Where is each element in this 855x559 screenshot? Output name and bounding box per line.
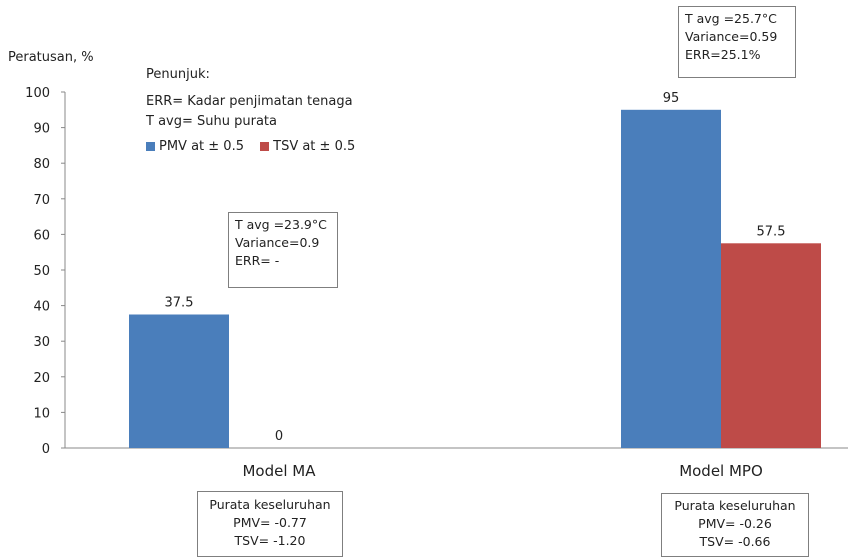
- legend: PMV at ± 0.5 TSV at ± 0.5: [146, 138, 367, 156]
- annotation-box-ma: T avg =23.9°C Variance=0.9 ERR= -: [228, 212, 338, 288]
- key-line-tavg: T avg= Suhu purata: [146, 114, 277, 129]
- mpo-summary-tsv: TSV= -0.66: [699, 534, 771, 549]
- legend-label-pmv: PMV at ± 0.5: [159, 139, 244, 154]
- bar-tsv-1: [721, 243, 821, 448]
- bar-value-label: 57.5: [757, 224, 786, 239]
- y-tick-label: 100: [25, 86, 50, 101]
- mpo-variance: Variance=0.59: [685, 29, 778, 44]
- key-line-err: ERR= Kadar penjimatan tenaga: [146, 94, 353, 109]
- bar-value-label: 95: [663, 91, 680, 106]
- ma-summary-heading: Purata keseluruhan: [209, 497, 331, 512]
- y-tick-label: 80: [33, 157, 50, 172]
- mpo-summary-heading: Purata keseluruhan: [674, 498, 796, 513]
- bar-value-label: 37.5: [165, 296, 194, 311]
- legend-item-pmv: PMV at ± 0.5: [146, 138, 244, 156]
- legend-panel: Penunjuk: ERR= Kadar penjimatan tenaga T…: [146, 66, 367, 156]
- mpo-tavg: T avg =25.7°C: [685, 11, 777, 26]
- bar-value-label: 0: [275, 429, 283, 444]
- mpo-err: ERR=25.1%: [685, 47, 761, 62]
- y-tick-label: 50: [33, 264, 50, 279]
- bar-pmv-1: [621, 109, 721, 449]
- summary-box-mpo: Purata keseluruhan PMV= -0.26 TSV= -0.66: [661, 493, 809, 557]
- mpo-summary-pmv: PMV= -0.26: [698, 516, 772, 531]
- legend-swatch-pmv: [146, 142, 155, 151]
- x-category-label: Model MPO: [679, 462, 763, 480]
- bar-pmv-0: [129, 314, 229, 448]
- y-tick-label: 60: [33, 228, 50, 243]
- y-tick-label: 20: [33, 371, 50, 386]
- y-tick-label: 0: [42, 442, 50, 457]
- legend-item-tsv: TSV at ± 0.5: [260, 138, 355, 156]
- legend-swatch-tsv: [260, 142, 270, 151]
- ma-summary-tsv: TSV= -1.20: [234, 533, 306, 548]
- ma-err: ERR= -: [235, 253, 280, 268]
- summary-box-ma: Purata keseluruhan PMV= -0.77 TSV= -1.20: [197, 491, 343, 557]
- y-tick-label: 90: [33, 122, 50, 137]
- y-tick-label: 40: [33, 300, 50, 315]
- ma-tavg: T avg =23.9°C: [235, 217, 327, 232]
- y-tick-label: 30: [33, 335, 50, 350]
- ma-variance: Variance=0.9: [235, 235, 320, 250]
- y-tick-label: 70: [33, 193, 50, 208]
- legend-label-tsv: TSV at ± 0.5: [273, 139, 356, 154]
- ma-summary-pmv: PMV= -0.77: [233, 515, 307, 530]
- annotation-box-mpo: T avg =25.7°C Variance=0.59 ERR=25.1%: [678, 6, 796, 78]
- key-heading: Penunjuk:: [146, 67, 210, 82]
- x-category-label: Model MA: [242, 462, 316, 480]
- y-tick-label: 10: [33, 406, 50, 421]
- y-axis-title: Peratusan, %: [8, 50, 94, 65]
